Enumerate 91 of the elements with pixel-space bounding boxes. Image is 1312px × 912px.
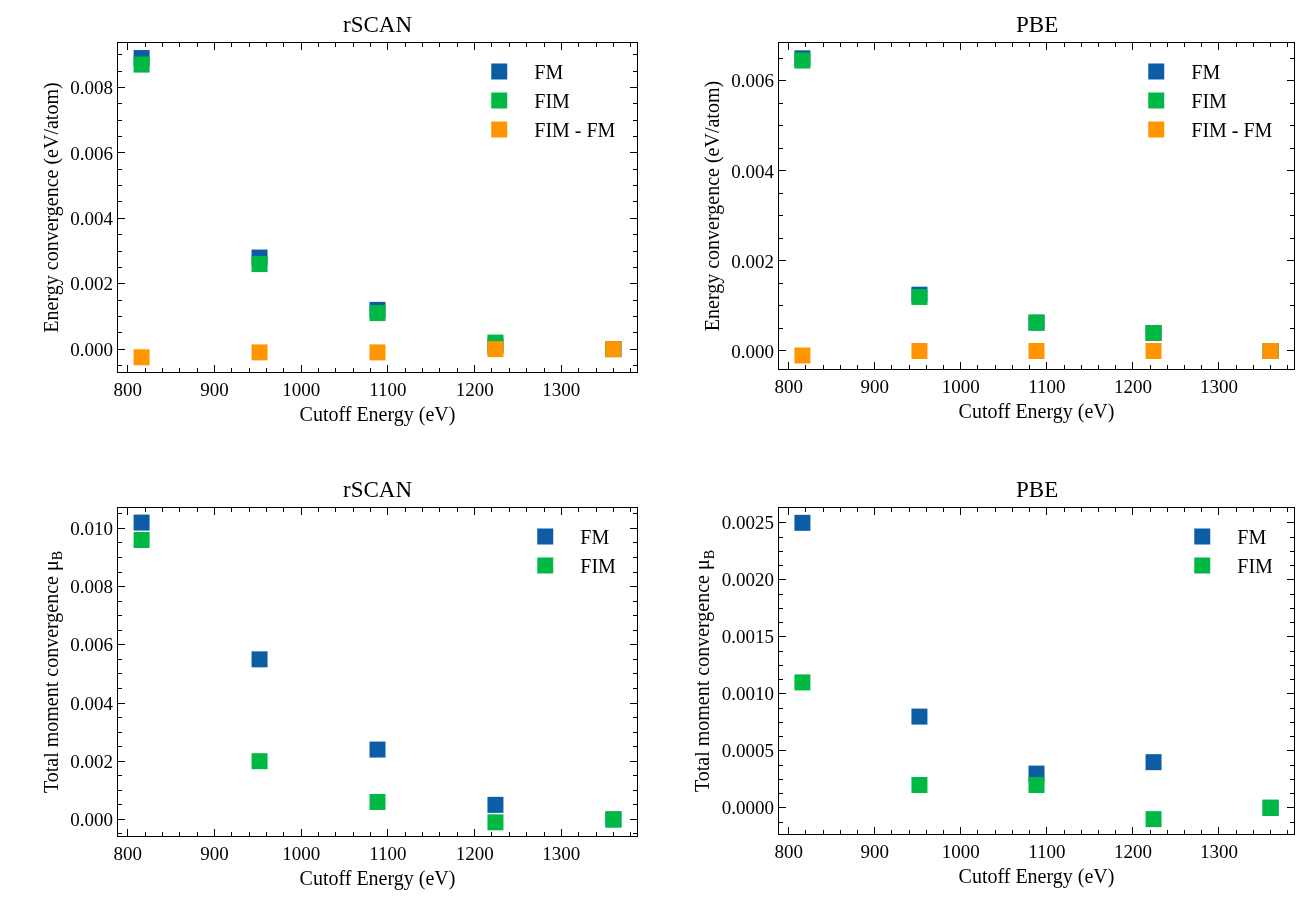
point [1028, 776, 1045, 793]
point [251, 344, 268, 361]
x-axis-title: Cutoff Energy (eV) [958, 400, 1115, 424]
y-tick-label: 0.006 [70, 634, 114, 656]
y-axis-title: Energy convergence (eV/atom) [39, 82, 63, 333]
x-tick-label: 800 [113, 378, 142, 400]
point [1145, 342, 1162, 359]
x-tick-label: 1100 [1028, 840, 1066, 862]
y-tick-label: 0.0015 [721, 626, 775, 648]
x-axis-title: Cutoff Energy (eV) [299, 867, 456, 891]
y-tick-label: 0.0020 [721, 569, 775, 591]
legend-label: FIM [580, 555, 617, 578]
point [133, 532, 150, 549]
y-tick-label: 0.004 [70, 207, 114, 229]
chart-title: rSCAN [343, 477, 413, 502]
point [369, 305, 386, 322]
point [1145, 754, 1162, 771]
point [133, 56, 150, 73]
point [487, 341, 504, 358]
x-tick-label: 1200 [455, 378, 494, 400]
x-axis-title: Cutoff Energy (eV) [958, 865, 1115, 889]
x-axis-title: Cutoff Energy (eV) [299, 403, 456, 427]
x-tick-label: 1100 [369, 842, 407, 864]
point [794, 347, 811, 364]
legend-label: FIM [534, 90, 571, 113]
legend-label: FM [580, 526, 610, 549]
x-tick-label: 1300 [1199, 840, 1238, 862]
x-tick-label: 1000 [941, 840, 980, 862]
y-tick-label: 0.006 [731, 70, 775, 92]
y-tick-label: 0.0025 [721, 512, 775, 534]
x-tick-label: 1000 [282, 842, 321, 864]
x-tick-label: 1200 [455, 842, 494, 864]
y-tick-label: 0.0010 [721, 683, 775, 705]
legend-label: FM [1191, 61, 1221, 84]
chart-title: PBE [1016, 12, 1059, 37]
x-tick-label: 1000 [941, 375, 980, 397]
legend-label: FIM - FM [534, 119, 616, 142]
x-tick-label: 1300 [542, 378, 581, 400]
legend-label: FM [1237, 526, 1267, 549]
x-tick-label: 800 [113, 842, 142, 864]
x-tick-label: 900 [860, 840, 889, 862]
x-tick-label: 800 [774, 840, 803, 862]
point [251, 753, 268, 770]
point [911, 342, 928, 359]
point [369, 344, 386, 361]
y-axis-title: Energy convergence (eV/atom) [700, 80, 724, 332]
y-tick-label: 0.002 [731, 250, 775, 272]
y-tick-label: 0.000 [70, 809, 114, 831]
y-tick-label: 0.0005 [721, 740, 775, 762]
y-tick-label: 0.000 [70, 338, 114, 360]
point [794, 674, 811, 691]
x-tick-label: 900 [860, 375, 889, 397]
point [911, 776, 928, 793]
point [369, 793, 386, 810]
y-tick-label: 0.004 [70, 692, 114, 714]
point [794, 514, 811, 531]
y-tick-label: 0.004 [731, 160, 775, 182]
x-tick-label: 1000 [282, 378, 321, 400]
point [487, 796, 504, 813]
point [251, 651, 268, 668]
chart-title: PBE [1016, 477, 1059, 502]
point [251, 256, 268, 273]
y-tick-label: 0.010 [70, 518, 114, 540]
legend-label: FIM - FM [1191, 119, 1273, 142]
point [133, 514, 150, 531]
x-tick-label: 1100 [1028, 375, 1066, 397]
y-tick-label: 0.0000 [721, 797, 775, 819]
point [487, 814, 504, 831]
y-tick-label: 0.002 [70, 273, 114, 295]
y-tick-label: 0.002 [70, 750, 114, 772]
point [133, 349, 150, 366]
x-tick-label: 1200 [1113, 375, 1152, 397]
y-tick-label: 0.008 [70, 77, 114, 99]
x-tick-label: 1200 [1113, 840, 1152, 862]
point [1145, 811, 1162, 828]
point [911, 708, 928, 725]
point [369, 741, 386, 758]
x-tick-label: 900 [200, 378, 229, 400]
x-tick-label: 1300 [1199, 375, 1238, 397]
point [1028, 342, 1045, 359]
x-tick-label: 1300 [542, 842, 581, 864]
x-tick-label: 900 [200, 842, 229, 864]
x-tick-label: 1100 [369, 378, 407, 400]
legend-label: FM [534, 61, 564, 84]
y-tick-label: 0.000 [731, 340, 775, 362]
x-tick-label: 800 [774, 375, 803, 397]
y-tick-label: 0.008 [70, 576, 114, 598]
y-tick-label: 0.006 [70, 142, 114, 164]
chart-title: rSCAN [343, 12, 413, 37]
legend-label: FIM [1237, 555, 1274, 578]
legend-label: FIM [1191, 90, 1228, 113]
